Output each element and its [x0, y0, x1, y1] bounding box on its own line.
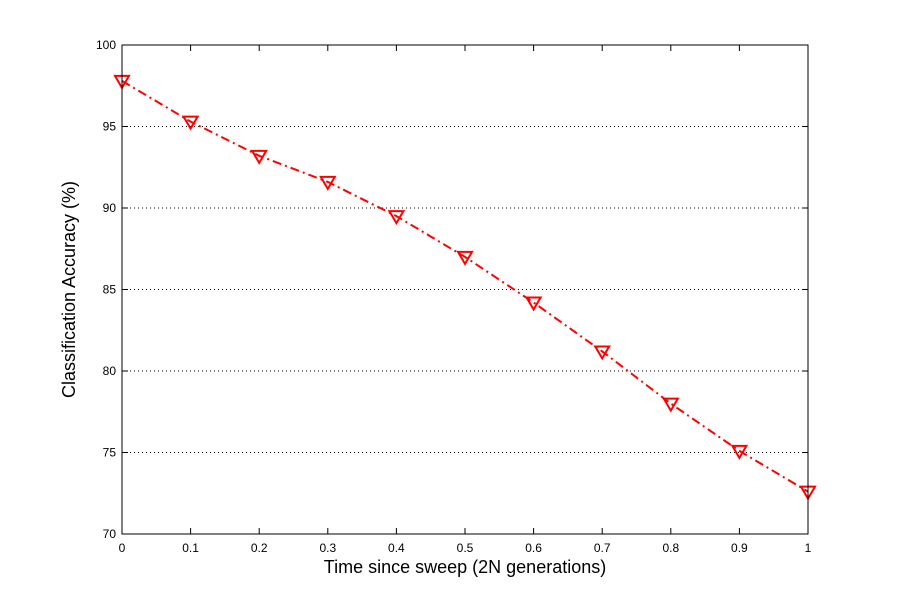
plot-frame: [121, 44, 809, 535]
data-point: [593, 345, 611, 361]
data-point: [662, 397, 680, 413]
data-point: [387, 210, 406, 226]
data-point: [730, 444, 749, 460]
axis-ticks: [121, 44, 809, 535]
x-tick-label: 0.2: [251, 541, 268, 555]
y-tick-labels: 70 75 80 85 90 95 100: [96, 38, 116, 541]
y-tick-label: 100: [96, 38, 116, 52]
y-axis-label: Classification Accuracy (%): [59, 181, 79, 398]
series-group: [113, 74, 817, 501]
y-tick-label: 75: [103, 446, 117, 460]
x-tick-label: 1: [805, 541, 812, 555]
y-tick-label: 95: [103, 120, 117, 134]
series-line: [121, 80, 809, 493]
y-tick-label: 70: [103, 527, 117, 541]
data-point: [524, 296, 543, 312]
x-tick-label: 0.1: [182, 541, 199, 555]
y-tick-label: 85: [103, 283, 117, 297]
x-axis-label: Time since sweep (2N generations): [324, 557, 606, 577]
x-tick-label: 0.5: [457, 541, 474, 555]
data-point: [319, 175, 337, 191]
x-tick-label: 0.8: [662, 541, 679, 555]
grid-lines: [122, 126, 808, 453]
y-tick-label: 90: [103, 201, 117, 215]
data-point: [250, 149, 268, 165]
x-tick-label: 0.4: [388, 541, 405, 555]
x-tick-label: 0.9: [731, 541, 748, 555]
x-tick-label: 0.6: [525, 541, 542, 555]
x-tick-label: 0: [119, 541, 126, 555]
x-tick-label: 0.7: [594, 541, 611, 555]
x-tick-label: 0.3: [319, 541, 336, 555]
data-point: [456, 250, 474, 266]
y-tick-label: 80: [103, 364, 117, 378]
x-tick-labels: 0 0.1 0.2 0.3 0.4 0.5 0.6 0.7 0.8 0.9 1: [119, 541, 812, 555]
data-point: [181, 115, 200, 131]
